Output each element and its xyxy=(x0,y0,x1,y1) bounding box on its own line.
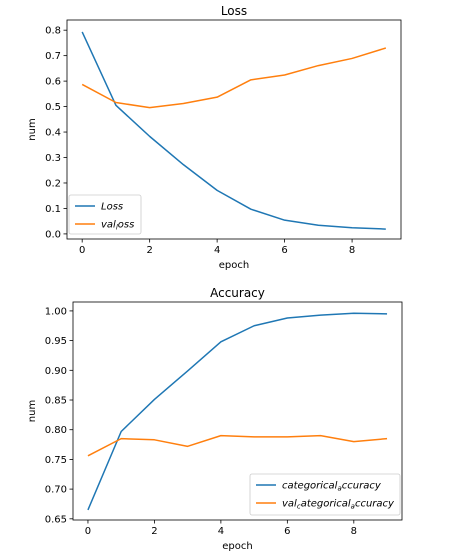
y-tick-label: 0.70 xyxy=(45,485,67,496)
series-line-0 xyxy=(81,31,386,230)
y-tick-label: 0.8 xyxy=(45,26,61,37)
y-tick-label: 0.65 xyxy=(45,514,67,525)
legend-label: categoricalaccuracy xyxy=(282,481,382,493)
x-tick-label: 6 xyxy=(284,526,290,537)
chart-accuracy: Accuracy 0 2 4 6 8 0.65 0.70 0.75 0.80 0.85 0.90 0.9… xyxy=(27,286,403,552)
legend-label: Loss xyxy=(101,202,123,213)
y-tick-label: 0.1 xyxy=(45,204,61,215)
x-tick-label: 8 xyxy=(349,245,355,256)
series-line-1 xyxy=(81,47,387,109)
chart-title: Loss xyxy=(221,4,247,18)
chart-loss: Loss 0 2 4 6 8 0.0 0.1 0.2 0.3 0.4 0.5 0.6 0.7 0.8 epoc… xyxy=(27,4,402,271)
y-tick-label: 0.85 xyxy=(45,396,67,407)
y-tick-label: 0.3 xyxy=(45,153,61,164)
x-tick-label: 0 xyxy=(79,245,85,256)
y-tick-label: 0.75 xyxy=(45,455,67,466)
y-tick-label: 0.2 xyxy=(45,178,61,189)
y-tick-label: 1.00 xyxy=(45,306,67,317)
y-tick-label: 0.95 xyxy=(45,336,67,347)
x-tick-label: 8 xyxy=(351,526,357,537)
x-tick-label: 2 xyxy=(151,526,157,537)
y-tick-label: 0.90 xyxy=(45,366,67,377)
y-tick-label: 0.6 xyxy=(45,77,61,88)
x-tick-label: 4 xyxy=(214,245,220,256)
series-line-0 xyxy=(87,312,388,511)
plot-frame xyxy=(72,301,403,521)
series-line-1 xyxy=(87,434,388,457)
legend-label: valloss xyxy=(101,220,134,232)
y-tick-label: 0.0 xyxy=(45,229,61,240)
x-tick-label: 2 xyxy=(146,245,152,256)
y-tick-label: 0.7 xyxy=(45,51,61,62)
x-tick-label: 4 xyxy=(218,526,224,537)
legend-box xyxy=(249,473,401,516)
y-tick-label: 0.4 xyxy=(45,128,61,139)
x-tick-label: 0 xyxy=(85,526,91,537)
y-axis-label: num xyxy=(27,118,38,140)
x-axis-label: epoch xyxy=(219,260,249,271)
x-tick-label: 6 xyxy=(281,245,287,256)
y-tick-label: 0.80 xyxy=(45,425,67,436)
plot-frame xyxy=(66,19,402,240)
chart-title: Accuracy xyxy=(210,286,265,300)
legend-label: valcategoricalaccuracy xyxy=(282,499,395,511)
x-axis-label: epoch xyxy=(222,541,252,552)
y-axis-label: num xyxy=(27,400,38,422)
y-tick-label: 0.5 xyxy=(45,102,61,113)
